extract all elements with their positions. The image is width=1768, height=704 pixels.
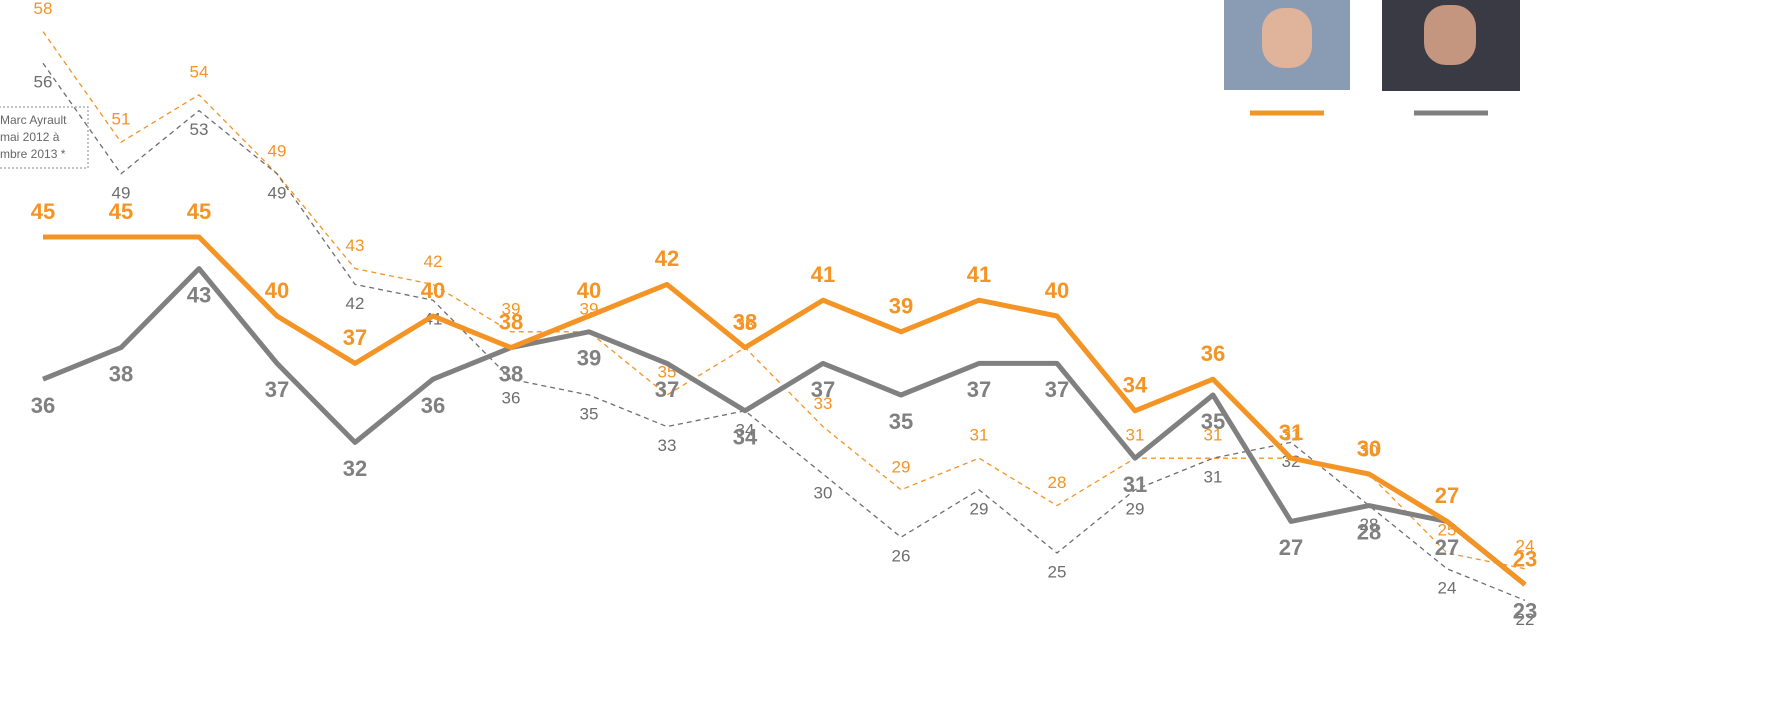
data-label: 36 xyxy=(421,393,445,418)
data-label: 31 xyxy=(1279,420,1303,445)
data-label: 38 xyxy=(499,361,523,386)
annotation-box xyxy=(0,106,89,169)
data-label: 28 xyxy=(1357,519,1381,544)
data-label: 31 xyxy=(970,426,989,445)
data-label: 39 xyxy=(889,294,913,319)
data-label: 43 xyxy=(346,236,365,255)
data-label: 24 xyxy=(1516,536,1535,555)
data-label: 27 xyxy=(1435,483,1459,508)
data-label: 49 xyxy=(112,183,131,202)
photo-face xyxy=(1262,8,1312,68)
data-label: 41 xyxy=(967,262,991,287)
data-label: 29 xyxy=(892,457,911,476)
data-label: 29 xyxy=(1126,499,1145,518)
data-label: 40 xyxy=(265,278,289,303)
data-label: 35 xyxy=(889,409,913,434)
data-label: 37 xyxy=(967,377,991,402)
data-label: 54 xyxy=(190,62,209,81)
annotation: mbre 2013 * xyxy=(0,147,66,161)
data-label: 41 xyxy=(811,262,835,287)
data-label: 42 xyxy=(346,294,365,313)
data-label: 45 xyxy=(31,199,55,224)
data-label: 42 xyxy=(424,252,443,271)
data-label: 26 xyxy=(892,547,911,566)
data-label: 37 xyxy=(265,377,289,402)
data-label: 39 xyxy=(577,346,601,371)
series-line xyxy=(43,234,1527,587)
data-label: 36 xyxy=(31,393,55,418)
data-label: 24 xyxy=(1438,578,1457,597)
data-label: 41 xyxy=(424,310,443,329)
data-label: 39 xyxy=(502,299,521,318)
data-label: 38 xyxy=(499,309,523,334)
data-label: 32 xyxy=(343,456,367,481)
annotation: Marc Ayrault xyxy=(0,113,67,127)
data-label: 42 xyxy=(655,246,679,271)
data-label: 22 xyxy=(1516,610,1535,629)
data-label: 49 xyxy=(268,183,287,202)
data-label: 34 xyxy=(1123,373,1148,398)
data-label: 27 xyxy=(1435,535,1459,560)
data-label: 36 xyxy=(502,389,521,408)
data-label: 25 xyxy=(1048,562,1067,581)
data-label: 51 xyxy=(112,110,131,129)
data-label: 35 xyxy=(1201,409,1225,434)
data-label: 56 xyxy=(34,73,53,92)
data-label: 37 xyxy=(811,377,835,402)
data-label: 40 xyxy=(577,278,601,303)
data-label: 45 xyxy=(187,199,211,224)
data-label: 38 xyxy=(733,309,757,334)
data-label: 31 xyxy=(1123,472,1147,497)
annotation: mai 2012 à xyxy=(0,130,60,144)
data-label: 38 xyxy=(109,361,133,386)
data-label: 40 xyxy=(1045,278,1069,303)
data-label: 31 xyxy=(1282,426,1301,445)
data-label: 34 xyxy=(733,425,758,450)
data-label: 37 xyxy=(655,377,679,402)
data-label: 37 xyxy=(343,325,367,350)
data-label: 58 xyxy=(34,0,53,18)
data-label: 53 xyxy=(190,120,209,139)
data-label: 31 xyxy=(1126,426,1145,445)
data-label: 23 xyxy=(1513,546,1537,571)
data-label: 40 xyxy=(421,278,445,303)
data-label: 30 xyxy=(1360,441,1379,460)
data-label: 23 xyxy=(1513,598,1537,623)
data-label: 37 xyxy=(1045,377,1069,402)
data-label: 29 xyxy=(970,499,989,518)
data-label: 49 xyxy=(268,141,287,160)
data-label: 27 xyxy=(1279,535,1303,560)
series-line xyxy=(42,266,1527,587)
data-label: 33 xyxy=(658,436,677,455)
data-label: 31 xyxy=(1204,426,1223,445)
data-label: 36 xyxy=(1201,341,1225,366)
data-label: 38 xyxy=(736,315,755,334)
data-label: 45 xyxy=(109,199,133,224)
data-label: 31 xyxy=(1204,468,1223,487)
data-label: 28 xyxy=(1360,515,1379,534)
data-label: 30 xyxy=(814,483,833,502)
data-label: 33 xyxy=(814,394,833,413)
data-label: 43 xyxy=(187,282,211,307)
data-label: 34 xyxy=(736,420,755,439)
data-label: 28 xyxy=(1048,473,1067,492)
data-label: 35 xyxy=(580,404,599,423)
photo-face xyxy=(1424,5,1476,65)
data-label: 30 xyxy=(1357,436,1381,461)
